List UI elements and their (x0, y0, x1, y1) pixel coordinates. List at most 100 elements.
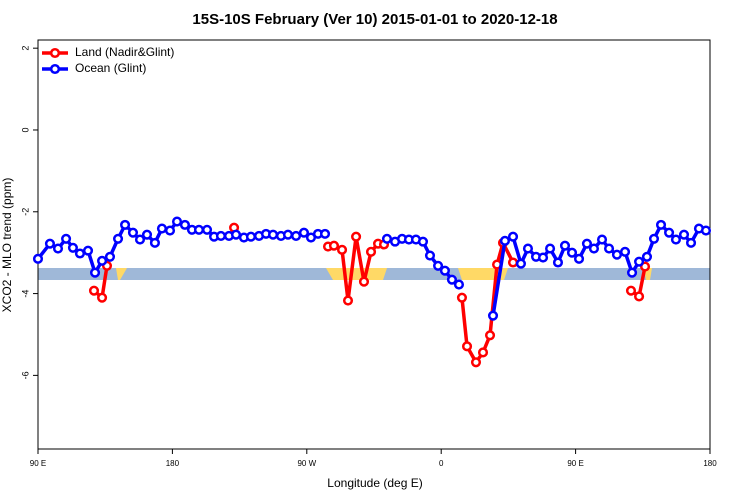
data-point (499, 235, 511, 246)
data-point (97, 255, 108, 266)
data-point (487, 310, 499, 321)
data-point (641, 251, 653, 262)
data-point (149, 237, 160, 248)
data-point (97, 292, 108, 303)
data-point (381, 233, 393, 244)
data-point (461, 341, 473, 352)
data-point (559, 240, 571, 251)
data-point (179, 219, 190, 230)
data-point (685, 237, 697, 248)
data-point (32, 253, 44, 264)
data-point (439, 265, 450, 276)
data-point (581, 238, 592, 249)
data-point (470, 357, 482, 368)
data-point (700, 225, 712, 236)
data-point (298, 227, 310, 238)
data-point (664, 227, 675, 238)
data-point (634, 291, 645, 302)
data-point (424, 250, 436, 261)
data-point (134, 234, 146, 245)
data-point (648, 233, 660, 244)
data-point (328, 240, 340, 251)
data-point (61, 233, 72, 244)
x-tick-label: 90 E (567, 459, 583, 468)
x-tick-label: 90 W (297, 459, 316, 468)
data-point (319, 228, 331, 239)
data-point (670, 234, 682, 245)
y-tick-label: -4 (20, 290, 30, 298)
data-point (290, 230, 302, 241)
data-point (230, 229, 242, 240)
data-point (537, 252, 549, 263)
data-point (365, 246, 377, 257)
data-point (52, 243, 64, 254)
data-point (604, 243, 615, 254)
legend-label: Ocean (Glint) (75, 61, 146, 75)
land-band (326, 268, 387, 280)
data-point (619, 246, 631, 257)
data-point (634, 256, 645, 267)
data-point (156, 223, 167, 234)
y-axis-label: XCO2 - MLO trend (ppm) (0, 178, 14, 313)
x-axis-label: Longitude (deg E) (327, 476, 422, 490)
data-point (477, 347, 489, 358)
data-point (215, 230, 226, 241)
legend-marker (49, 47, 61, 59)
data-point (552, 257, 564, 268)
land-band (116, 268, 127, 280)
data-point (201, 224, 213, 235)
data-point (573, 253, 585, 264)
data-point (336, 244, 348, 255)
data-point (44, 238, 55, 249)
data-point (545, 243, 556, 254)
x-tick-label: 90 E (30, 459, 46, 468)
data-point (74, 248, 86, 259)
data-point (193, 224, 205, 235)
data-point (351, 231, 362, 242)
data-point (67, 242, 78, 253)
data-point (88, 285, 100, 296)
data-point (639, 261, 651, 272)
data-point (515, 258, 526, 269)
data-point (433, 260, 444, 271)
data-point (171, 216, 183, 227)
data-point (507, 231, 519, 242)
data-point (82, 245, 94, 256)
data-point (484, 330, 496, 341)
data-point (112, 233, 124, 244)
data-point (164, 225, 176, 236)
data-point (507, 257, 519, 268)
plot-frame (37, 39, 711, 450)
data-point (611, 249, 623, 260)
y-tick-label: 2 (20, 46, 30, 51)
data-point (141, 229, 153, 240)
data-point (89, 267, 101, 278)
data-point (245, 231, 256, 242)
chart-title: 15S-10S February (Ver 10) 2015-01-01 to … (192, 11, 557, 28)
data-point (625, 285, 637, 296)
data-point (678, 229, 690, 240)
data-point (446, 274, 458, 285)
legend-label: Land (Nadir&Glint) (75, 45, 174, 59)
data-point (588, 243, 600, 254)
x-tick-label: 0 (439, 459, 444, 468)
data-point (453, 279, 465, 290)
y-tick-label: -6 (20, 371, 30, 379)
data-point (127, 227, 139, 238)
data-point (358, 276, 370, 287)
data-point (120, 219, 131, 230)
y-tick-label: 0 (20, 127, 30, 132)
data-point (456, 292, 468, 303)
data-point (655, 219, 667, 230)
data-point (522, 243, 534, 254)
data-point (282, 229, 294, 240)
y-tick-label: -2 (20, 208, 30, 216)
x-tick-label: 180 (703, 459, 717, 468)
x-tick-label: 180 (166, 459, 180, 468)
data-point (104, 251, 116, 262)
legend-marker (49, 63, 61, 75)
data-point (566, 247, 578, 258)
data-point (268, 229, 279, 240)
